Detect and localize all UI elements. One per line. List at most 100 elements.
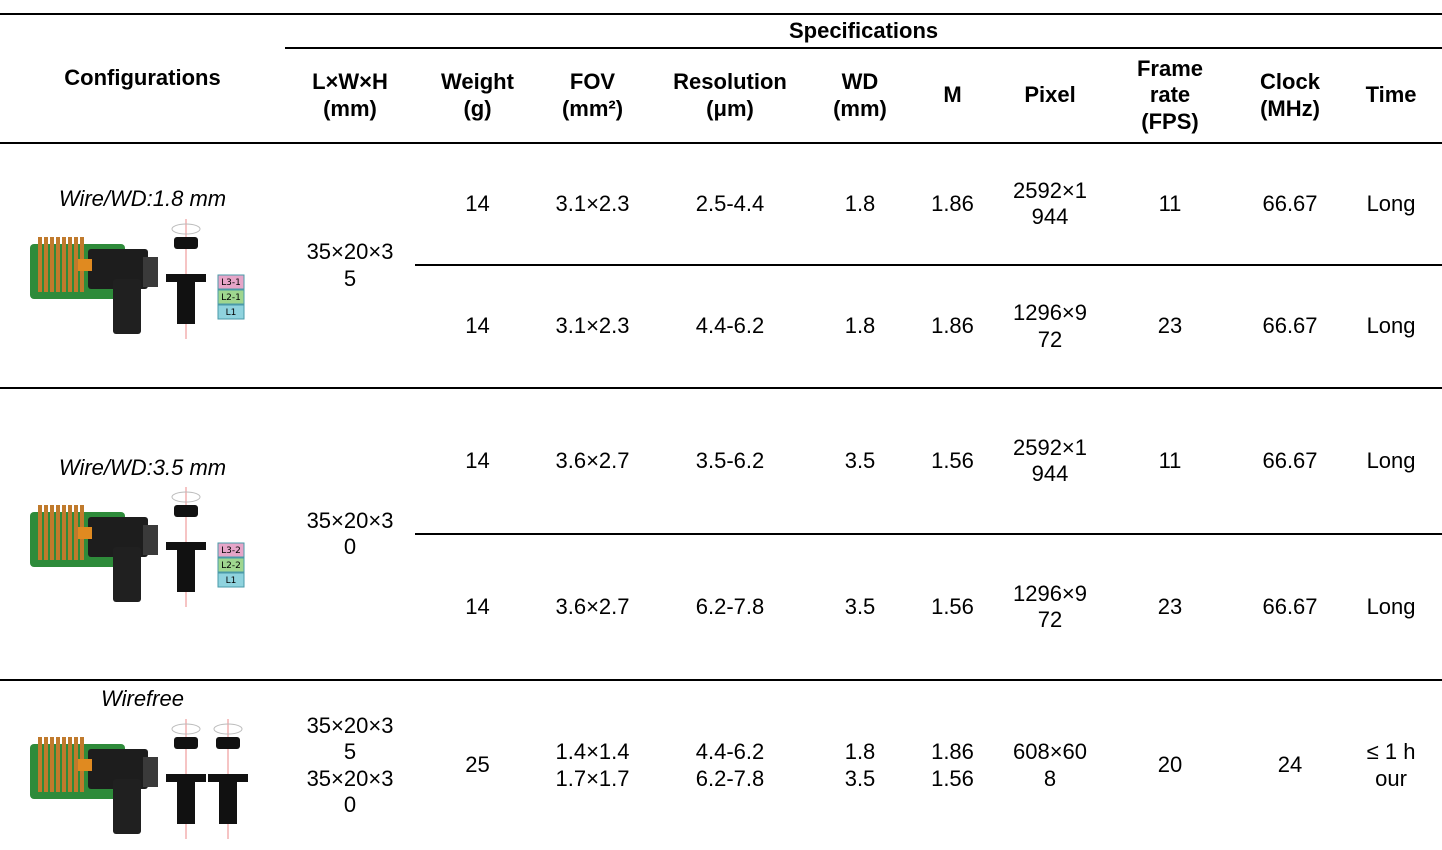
cell-line: (mm²) bbox=[561, 95, 624, 121]
cell-text: 24 bbox=[1240, 752, 1340, 778]
shape bbox=[171, 723, 200, 734]
data-cell: 3.1×2.3 bbox=[540, 142, 645, 265]
cell-line: 1.86 bbox=[931, 313, 974, 339]
cell-text: Resolution (μm) bbox=[645, 69, 815, 122]
cell-line: 14 bbox=[465, 313, 490, 339]
cell-text: 14 bbox=[415, 313, 540, 339]
cell-text: 35×20×35 bbox=[303, 239, 398, 292]
header-cell: L×W×H (mm) bbox=[285, 48, 415, 143]
shape bbox=[67, 736, 72, 792]
size-cell: 35×20×35 35×20×30 bbox=[285, 679, 415, 850]
shape bbox=[55, 736, 60, 792]
cell-line: Resolution bbox=[673, 69, 787, 95]
data-cell: 14 bbox=[415, 264, 540, 388]
shape bbox=[67, 236, 72, 292]
cell-text: 66.67 bbox=[1240, 191, 1340, 217]
header-cell: FOV (mm²) bbox=[540, 48, 645, 143]
cell-line: Long bbox=[1366, 447, 1416, 473]
cell-text: 1.8 bbox=[815, 191, 905, 217]
shape bbox=[37, 236, 42, 292]
cell-text: 4.4-6.2 6.2-7.8 bbox=[645, 739, 815, 792]
cell-text: Frame rate (FPS) bbox=[1100, 56, 1240, 135]
cell-line: 1296×972 bbox=[1012, 580, 1088, 632]
cell-line: rate bbox=[1149, 82, 1191, 108]
cell-text: 66.67 bbox=[1240, 594, 1340, 620]
data-cell: 1.86 bbox=[905, 264, 1000, 388]
cell-line: Weight bbox=[441, 69, 514, 95]
cell-line: 1.7×1.7 bbox=[555, 765, 630, 791]
cell-text: 1296×972 bbox=[1010, 300, 1090, 353]
data-cell: Long bbox=[1340, 533, 1442, 680]
data-cell: 66.67 bbox=[1240, 387, 1340, 534]
header-row: L×W×H (mm) Weight (g) FOV (mm²) Resolution (μm)… bbox=[0, 48, 1442, 143]
data-cell: 66.67 bbox=[1240, 533, 1340, 680]
lens-label: L2-1 bbox=[221, 293, 241, 303]
header-cell: Weight (g) bbox=[415, 48, 540, 143]
shape bbox=[43, 505, 48, 560]
data-cell: 1296×972 bbox=[1000, 264, 1100, 388]
shape bbox=[37, 736, 42, 792]
device-illustration: L3-1 L2-1 L1 bbox=[29, 218, 244, 339]
cell-line: 1.86 bbox=[931, 739, 974, 765]
shape bbox=[61, 736, 66, 792]
cell-line: 35×20×35 bbox=[306, 712, 394, 765]
data-row: Wire/WD:3.5 mm L3-2 L2-2 L1 35×20×30 14 3.6×2.… bbox=[0, 387, 1442, 680]
cell-line: 35×20×30 bbox=[306, 765, 394, 817]
lens-label: L1 bbox=[225, 576, 236, 586]
cell-line: (FPS) bbox=[1141, 108, 1199, 134]
cell-text: 2592×1944 bbox=[1010, 435, 1090, 488]
shape bbox=[176, 773, 195, 824]
cell-text: 14 bbox=[415, 191, 540, 217]
shape bbox=[49, 505, 54, 560]
data-cell: 14 bbox=[415, 142, 540, 265]
cell-line: 14 bbox=[465, 447, 490, 473]
cell-line: WD bbox=[841, 69, 879, 95]
shape bbox=[176, 542, 195, 592]
data-cell: 14 bbox=[415, 533, 540, 680]
data-row: Wire/WD:1.8 mm L3-1 L2-1 L1 35×20×35 14 3.1×2.… bbox=[0, 142, 1442, 388]
data-cell: 1.8 bbox=[815, 142, 905, 265]
shape bbox=[55, 236, 60, 292]
cell-text: 66.67 bbox=[1240, 448, 1340, 474]
data-cell: 1.8 bbox=[815, 264, 905, 388]
cell-text: 14 bbox=[415, 594, 540, 620]
cell-text: 25 bbox=[415, 752, 540, 778]
configuration-cell: Wire/WD:3.5 mm L3-2 L2-2 L1 bbox=[0, 387, 285, 680]
cell-line: 1.86 bbox=[931, 190, 974, 216]
shape bbox=[37, 505, 42, 560]
size-cell: 35×20×30 bbox=[285, 387, 415, 680]
spec-table: Configurations Specifications L×W×H (mm) Wei… bbox=[0, 13, 1442, 850]
cell-line: Long bbox=[1366, 593, 1416, 619]
cell-text: Clock (MHz) bbox=[1240, 69, 1340, 122]
data-cell: 20 bbox=[1100, 679, 1240, 850]
cell-line: 35×20×30 bbox=[306, 507, 394, 559]
shape bbox=[218, 773, 237, 824]
cell-line: 3.1×2.3 bbox=[555, 190, 630, 216]
shape bbox=[112, 278, 141, 334]
data-cell: Long bbox=[1340, 387, 1442, 534]
data-cell: 4.4-6.2 bbox=[645, 264, 815, 388]
data-cell: 1.4×1.4 1.7×1.7 bbox=[540, 679, 645, 850]
cell-line: 2592×1944 bbox=[1012, 434, 1088, 486]
cell-text: 35×20×35 35×20×30 bbox=[303, 713, 398, 819]
cell-line: 2592×1944 bbox=[1012, 177, 1088, 229]
cell-line: 1.56 bbox=[931, 765, 974, 791]
cell-text: 4.4-6.2 bbox=[645, 313, 815, 339]
cell-line: 4.4-6.2 bbox=[695, 313, 765, 339]
device-illustration bbox=[29, 718, 248, 839]
cell-text: 66.67 bbox=[1240, 313, 1340, 339]
shape bbox=[171, 491, 200, 503]
shape bbox=[49, 736, 54, 792]
cell-line: Clock bbox=[1260, 69, 1320, 95]
data-row: Wirefree 35×20×35 35×20×30 25 1.4×1.4 1.7×1.7… bbox=[0, 679, 1442, 850]
cell-text: 1.56 bbox=[905, 448, 1000, 474]
cell-line: (mm) bbox=[833, 95, 887, 121]
cell-text: 1.86 bbox=[905, 313, 1000, 339]
shape bbox=[217, 304, 244, 319]
data-row: 14 3.6×2.7 6.2-7.8 3.5 1.56 1296×972 23 66.67 Lo… bbox=[0, 533, 1442, 680]
shape bbox=[49, 236, 54, 292]
configuration-label: Wire/WD:3.5 mm bbox=[58, 454, 227, 480]
cell-line: 3.5-6.2 bbox=[695, 447, 765, 473]
cell-text: L×W×H (mm) bbox=[285, 69, 415, 122]
cell-text: 35×20×30 bbox=[303, 508, 398, 561]
